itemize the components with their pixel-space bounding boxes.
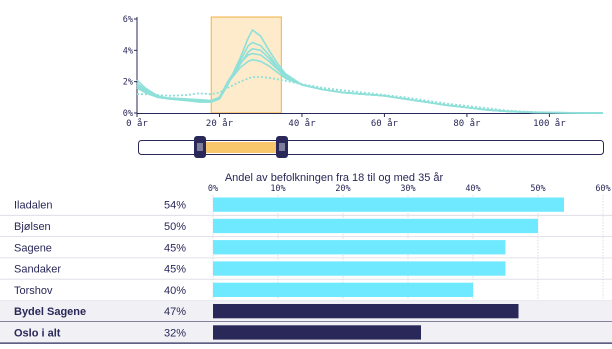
bar-value-label: 50% — [164, 221, 186, 233]
bar-x-tick-label: 40% — [465, 184, 480, 194]
y-tick-label: 6% — [123, 15, 133, 25]
series-line-sandaker — [136, 52, 604, 114]
bar — [213, 282, 473, 297]
bar-category-label: Torshov — [14, 285, 53, 297]
bar-value-label: 54% — [164, 200, 186, 212]
selected-age-range-highlight — [210, 16, 282, 114]
bar-value-label: 32% — [164, 327, 186, 339]
bar-x-tick-label: 50% — [530, 184, 545, 194]
bar-category-label: Sagene — [14, 242, 52, 254]
y-tick-label: 2% — [123, 78, 133, 88]
bar-row: Iladalen 54% — [0, 197, 612, 216]
bar-value-label: 47% — [164, 306, 186, 318]
x-tick-label: 80 år — [453, 118, 481, 129]
bar-category-label: Bjølsen — [14, 221, 51, 233]
bar-row: Oslo i alt 32% — [0, 321, 612, 344]
bar-category-label: Bydel Sagene — [14, 306, 86, 318]
bar-category-label: Sandaker — [14, 264, 61, 276]
bar-x-tick-label: 60% — [595, 184, 610, 194]
bar-row: Torshov 40% — [0, 282, 612, 301]
bar-value-label: 45% — [164, 264, 186, 276]
age-distribution-series — [136, 29, 604, 114]
bar-x-tick-label: 0% — [208, 184, 218, 194]
y-tick-label: 0% — [123, 109, 133, 119]
bar — [213, 304, 519, 319]
series-line-torshov — [136, 58, 604, 114]
x-tick-label: 60 år — [371, 118, 399, 129]
bar-row: Bydel Sagene 47% — [0, 300, 612, 323]
x-tick-label: 0 år — [126, 118, 148, 129]
x-tick-label: 20 år — [206, 118, 234, 129]
y-tick-label: 4% — [123, 46, 133, 56]
bar — [213, 240, 506, 255]
slider-selected-range — [200, 142, 282, 153]
bar-x-tick-label: 30% — [400, 184, 415, 194]
x-tick-label: 100 år — [533, 118, 566, 129]
slider-handle-min[interactable] — [194, 136, 206, 158]
bar-row: Bjølsen 50% — [0, 218, 612, 237]
bar — [213, 197, 564, 212]
bar-x-tick-label: 20% — [335, 184, 350, 194]
bar-category-label: Oslo i alt — [14, 327, 61, 339]
bar — [213, 218, 538, 234]
bar-value-label: 45% — [164, 242, 186, 254]
bar-row: Sagene 45% — [0, 240, 612, 259]
age-range-slider[interactable] — [0, 134, 612, 164]
bar-row: Sandaker 45% — [0, 261, 612, 280]
slider-handle-max[interactable] — [276, 136, 288, 158]
age-distribution-chart: 6% 4% 2% 0%0 år 20 år 40 år 60 år 80 år 100 år — [123, 15, 604, 129]
bar — [213, 325, 421, 340]
bar-x-tick-label: 10% — [270, 184, 285, 194]
bar-category-label: Iladalen — [14, 200, 53, 212]
age-share-bar-chart: Andel av befolkningen fra 18 til og med … — [0, 172, 612, 344]
bar — [213, 261, 506, 276]
age-axis: 6% 4% 2% 0%0 år 20 år 40 år 60 år 80 år 100 år — [123, 15, 603, 129]
x-tick-label: 40 år — [288, 118, 316, 129]
bar-chart-rows: Iladalen 54% Bjølsen 50% Sagene 45% Sandaker 45… — [0, 197, 612, 344]
series-line-sagene — [136, 47, 604, 114]
series-line-oslo-i-alt — [137, 76, 604, 114]
bar-value-label: 40% — [164, 285, 186, 297]
bar-chart-title: Andel av befolkningen fra 18 til og med … — [225, 172, 444, 184]
